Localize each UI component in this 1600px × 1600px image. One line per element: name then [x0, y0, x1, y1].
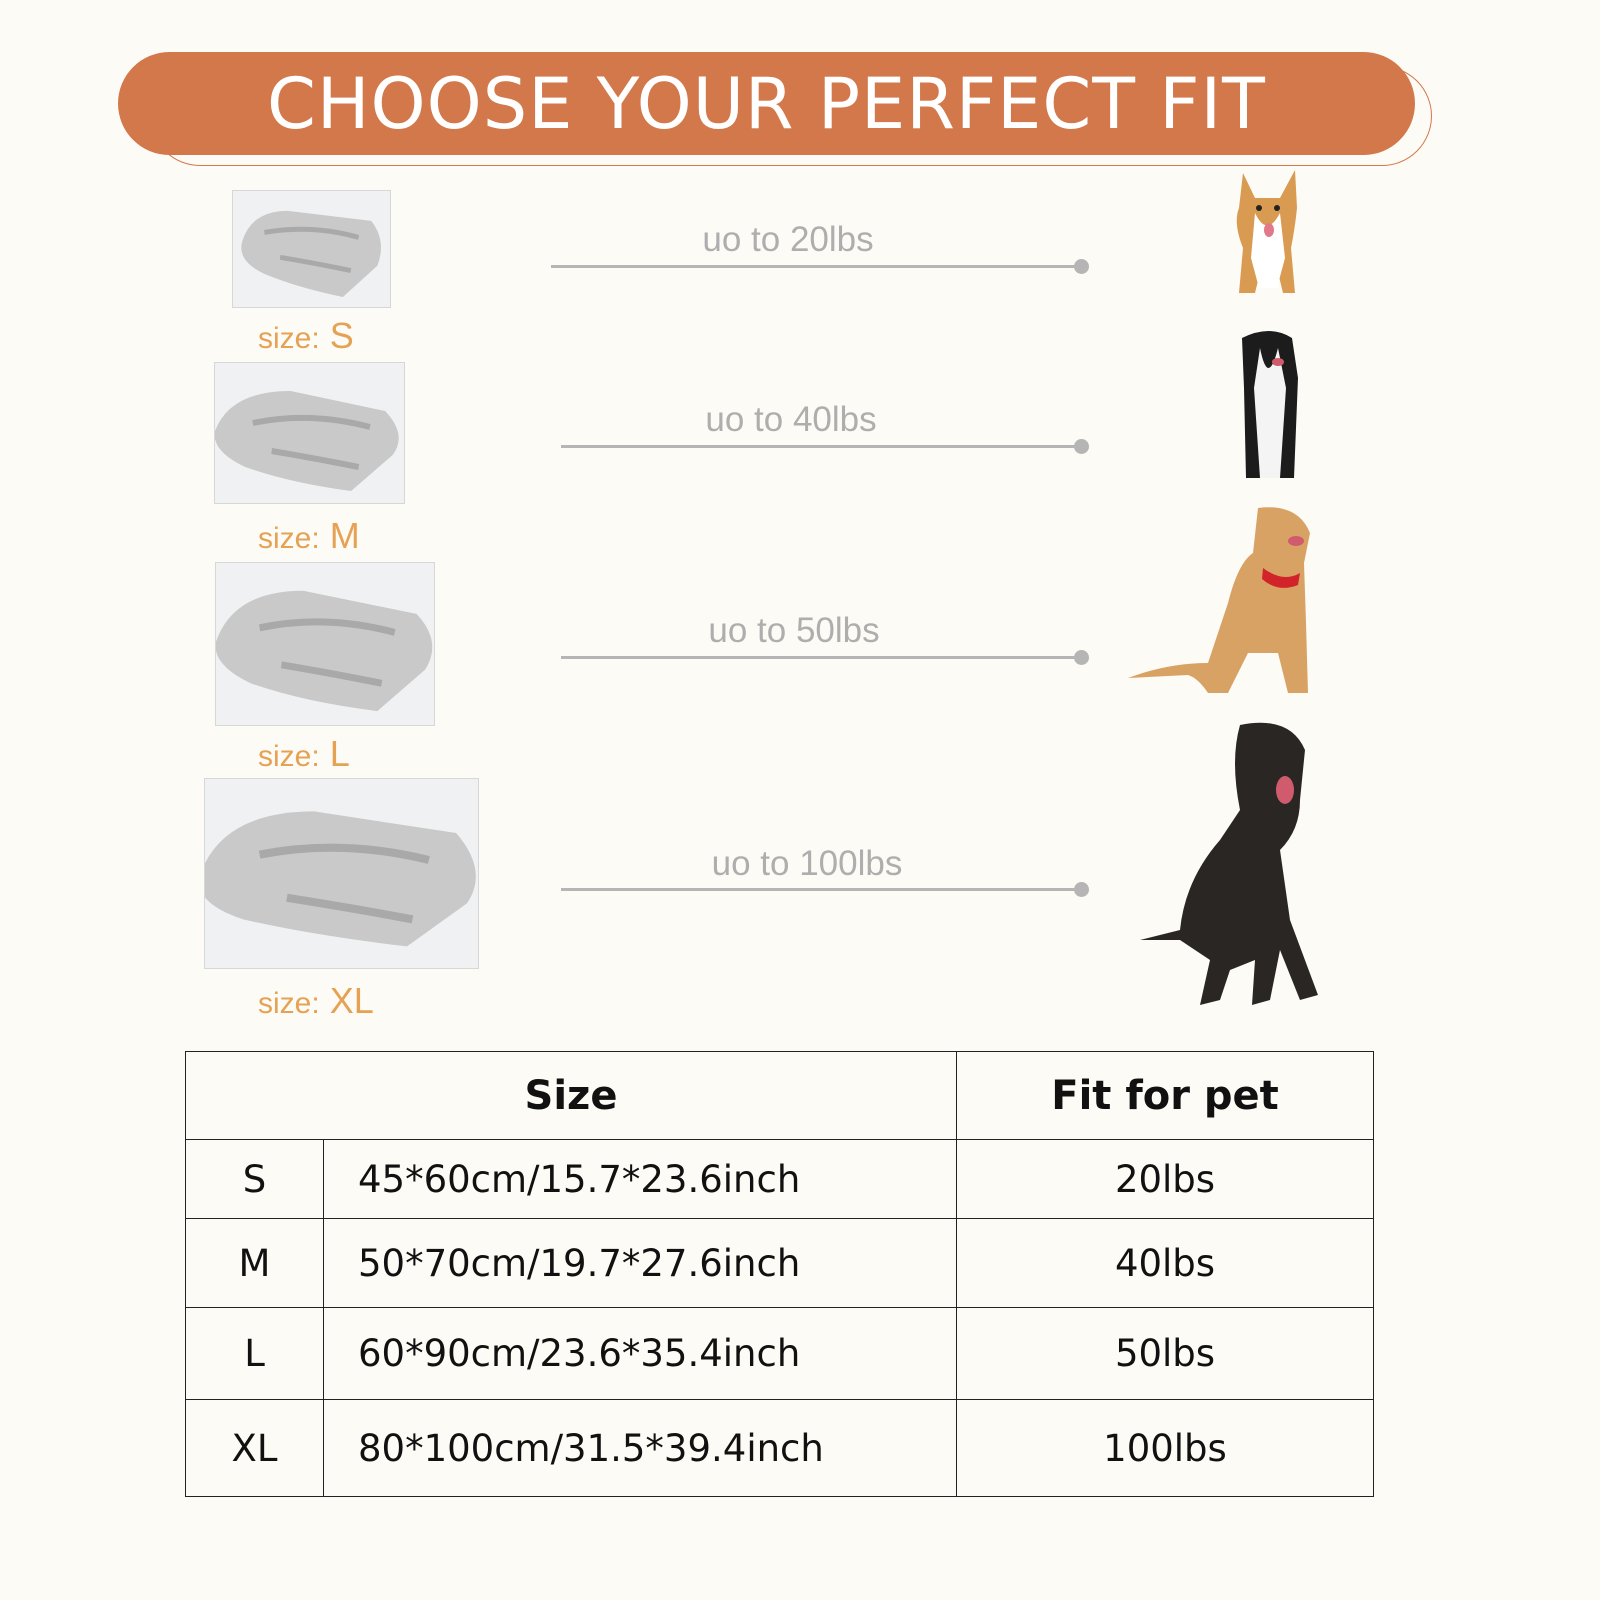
table-row: M 50*70cm/19.7*27.6inch 40lbs	[185, 1218, 1374, 1308]
corgi-dog-image	[1225, 168, 1310, 298]
weight-line-xl	[561, 888, 1081, 891]
weight-line-end-dot	[1074, 650, 1089, 665]
cell-fit: 20lbs	[956, 1139, 1374, 1219]
cell-fit: 100lbs	[956, 1399, 1374, 1497]
cell-dimensions: 50*70cm/19.7*27.6inch	[323, 1218, 957, 1308]
weight-line-l	[561, 656, 1081, 659]
cell-dimensions: 80*100cm/31.5*39.4inch	[323, 1399, 957, 1497]
size-label-xl: size: XL	[258, 980, 374, 1021]
weight-text-m: uo to 40lbs	[705, 400, 877, 439]
page-title: CHOOSE YOUR PERFECT FIT	[267, 62, 1266, 145]
header-fit-for-pet: Fit for pet	[956, 1051, 1374, 1140]
weight-line-end-dot	[1074, 882, 1089, 897]
bed-image-l	[215, 562, 435, 726]
great-dane-dog-image	[1140, 720, 1320, 1015]
bed-image-m	[214, 362, 405, 504]
weight-line-m	[561, 445, 1081, 448]
cell-size: M	[185, 1218, 324, 1308]
header-size: Size	[185, 1051, 957, 1140]
weight-text-l: uo to 50lbs	[708, 611, 880, 650]
title-banner: CHOOSE YOUR PERFECT FIT	[118, 52, 1415, 155]
cell-dimensions: 45*60cm/15.7*23.6inch	[323, 1139, 957, 1219]
cell-size: XL	[185, 1399, 324, 1497]
weight-line-end-dot	[1074, 439, 1089, 454]
cell-fit: 50lbs	[956, 1307, 1374, 1400]
size-label-s: size: S	[258, 315, 354, 356]
size-label-l: size: L	[258, 733, 350, 774]
weight-text-xl: uo to 100lbs	[711, 844, 903, 883]
cell-size: S	[185, 1139, 324, 1219]
weight-text-s: uo to 20lbs	[702, 220, 874, 259]
bed-image-xl	[204, 778, 479, 969]
table-row: L 60*90cm/23.6*35.4inch 50lbs	[185, 1307, 1374, 1400]
cell-fit: 40lbs	[956, 1218, 1374, 1308]
weight-line-s	[551, 265, 1081, 268]
weight-line-end-dot	[1074, 259, 1089, 274]
cell-dimensions: 60*90cm/23.6*35.4inch	[323, 1307, 957, 1400]
golden-retriever-dog-image	[1128, 503, 1313, 703]
table-row: XL 80*100cm/31.5*39.4inch 100lbs	[185, 1399, 1374, 1497]
cell-size: L	[185, 1307, 324, 1400]
table-row: S 45*60cm/15.7*23.6inch 20lbs	[185, 1139, 1374, 1219]
border-collie-dog-image	[1230, 328, 1310, 483]
size-chart-table: Size Fit for pet S 45*60cm/15.7*23.6inch…	[185, 1051, 1374, 1497]
bed-image-s	[232, 190, 391, 308]
size-label-m: size: M	[258, 515, 360, 556]
table-header-row: Size Fit for pet	[185, 1051, 1374, 1140]
